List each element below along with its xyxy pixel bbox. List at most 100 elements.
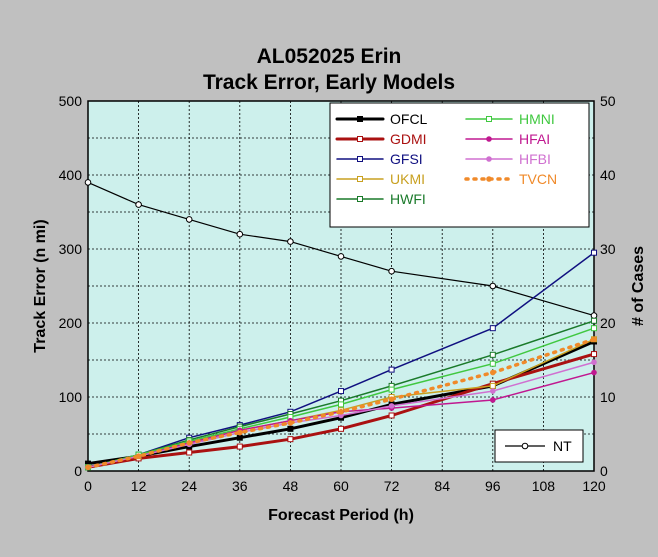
chart-title: AL052025 Erin: [257, 45, 402, 68]
legend-entry-hfbi: HFBI: [465, 151, 551, 167]
legend-entry-ukmi: UKMI: [336, 171, 425, 187]
cases-point: [84, 179, 92, 186]
data-point: [489, 360, 496, 367]
y-tick-label: 300: [59, 241, 83, 257]
data-point: [490, 369, 496, 376]
legend-label: HWFI: [390, 191, 426, 207]
x-tick-label: 60: [333, 478, 349, 494]
data-point: [490, 397, 496, 403]
legend-entry-tvcn: TVCN: [464, 171, 557, 187]
cases-point: [590, 312, 598, 319]
y2-tick-label: 20: [600, 315, 616, 331]
data-point: [591, 351, 597, 358]
y2-axis-label: # of Cases: [630, 246, 647, 326]
cases-point: [287, 238, 294, 245]
cases-legend-marker: [521, 442, 529, 450]
data-point: [489, 325, 496, 332]
y2-tick-label: 30: [600, 241, 616, 257]
x-tick-label: 24: [181, 478, 197, 494]
data-point: [186, 449, 193, 456]
legend-label: TVCN: [519, 171, 557, 187]
y-tick-label: 500: [59, 93, 83, 109]
legend-entries: OFCL GDMI GFSI UKMI HWFI HMNI HFAI HFBI TVCN: [335, 111, 557, 207]
x-tick-label: 84: [434, 478, 450, 494]
series-tvcn: [85, 336, 597, 471]
cases-series: [84, 179, 598, 319]
y-tick-label: 0: [74, 463, 82, 479]
cases-point: [135, 201, 142, 208]
plot-frame: [87, 100, 595, 472]
cases-point: [236, 230, 244, 238]
data-point: [135, 453, 142, 460]
data-point: [591, 336, 597, 343]
legend-marker: [357, 116, 363, 122]
data-point: [287, 420, 294, 426]
chart-subtitle: Track Error, Early Models: [203, 71, 455, 94]
y-tick-label: 100: [59, 389, 83, 405]
cases-point: [337, 253, 345, 260]
legend-box: [329, 102, 590, 228]
x-tick-label: 12: [131, 478, 147, 494]
legend-marker: [486, 156, 492, 162]
data-point: [591, 317, 597, 324]
legend-label: GDMI: [390, 131, 427, 147]
y2-tick-labels: 0 10 20 30 40 50: [600, 93, 616, 479]
x-tick-label: 72: [384, 478, 400, 494]
x-tick-label: 120: [582, 478, 606, 494]
legend-label: HFBI: [519, 151, 551, 167]
data-point: [186, 440, 192, 446]
data-point: [287, 436, 294, 443]
data-point: [85, 460, 91, 467]
x-tick-label: 36: [232, 478, 248, 494]
cases-legend-entry: NT: [505, 438, 572, 454]
legend-entry-hfai: HFAI: [465, 131, 550, 147]
legend-marker: [357, 176, 363, 182]
y2-tick-label: 40: [600, 167, 616, 183]
data-point: [287, 425, 294, 432]
legend-label: HMNI: [519, 111, 555, 127]
data-point: [489, 382, 496, 389]
x-axis-label: Forecast Period (h): [268, 507, 414, 524]
x-tick-label: 108: [532, 478, 556, 494]
data-point: [591, 249, 597, 256]
data-point: [236, 443, 243, 450]
cases-point: [388, 267, 395, 275]
cases-legend: NT: [494, 429, 584, 463]
legend-entry-hmni: HMNI: [465, 111, 555, 127]
data-point: [591, 369, 597, 376]
legend-marker: [486, 176, 492, 182]
y2-tick-label: 10: [600, 389, 616, 405]
legend-label: HFAI: [519, 131, 550, 147]
data-point: [388, 366, 395, 373]
cases-point: [489, 282, 497, 290]
data-point: [591, 325, 597, 332]
data-point: [237, 429, 243, 436]
x-tick-labels: 0 12 24 36 48 60 72 84 96 108 120: [84, 478, 606, 494]
legend-marker: [357, 136, 363, 142]
legend-label: UKMI: [390, 171, 425, 187]
legend-entry-hwfi: HWFI: [336, 191, 426, 207]
data-point: [490, 388, 496, 394]
legend-label: GFSI: [390, 151, 423, 167]
legend-marker: [486, 116, 492, 122]
data-point: [591, 359, 597, 366]
data-point: [338, 425, 344, 432]
data-point: [388, 412, 395, 419]
data-point: [85, 464, 91, 471]
data-point: [489, 351, 496, 358]
legend-entry-gdmi: GDMI: [335, 131, 427, 147]
y-tick-label: 200: [59, 315, 83, 331]
data-point: [388, 386, 395, 393]
legend-entry-gfsi: GFSI: [336, 151, 423, 167]
x-tick-label: 96: [485, 478, 501, 494]
y2-tick-label: 50: [600, 93, 616, 109]
y-tick-label: 400: [59, 167, 83, 183]
data-point: [338, 401, 344, 408]
y-axis-label: Track Error (n mi): [32, 219, 49, 352]
legend-entry-ofcl: OFCL: [335, 111, 428, 127]
cases-point: [185, 216, 193, 223]
legend-marker: [357, 156, 363, 162]
data-point: [338, 388, 344, 395]
x-tick-label: 0: [84, 478, 92, 494]
